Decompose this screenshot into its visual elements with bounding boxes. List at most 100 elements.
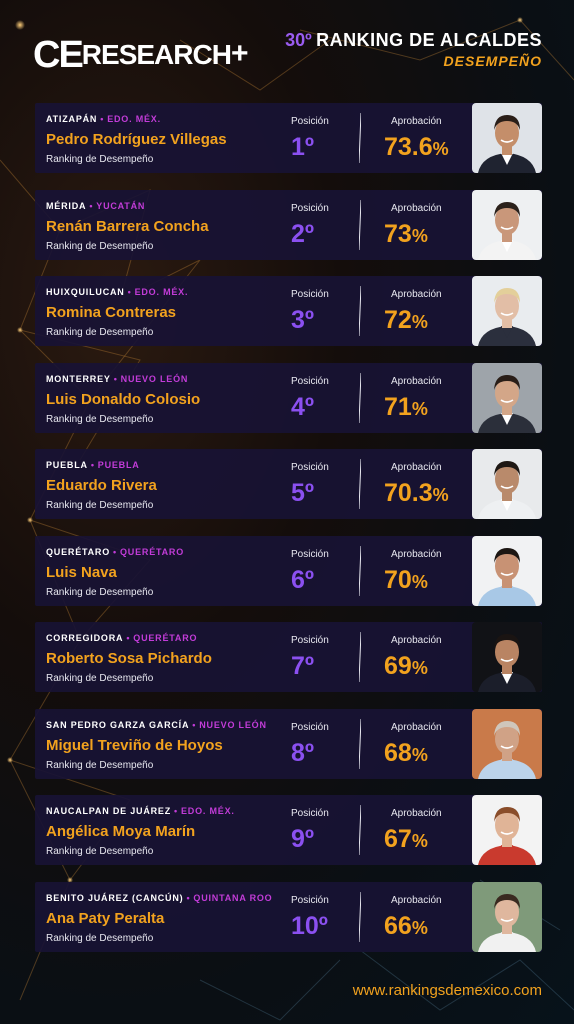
location-line: QUERÉTARO • QUERÉTARO [46, 547, 184, 557]
ranking-subtitle: Ranking de Desempeño [46, 932, 154, 944]
approval-label: Aprobación [391, 462, 442, 473]
mayor-photo [472, 795, 542, 865]
divider-line [359, 891, 361, 942]
approval-number: 73 [384, 219, 412, 248]
portrait-neck [502, 748, 512, 761]
approval-number: 70 [384, 565, 412, 594]
position-value: 7º [291, 652, 315, 680]
portrait-hair [494, 288, 520, 303]
ranking-subtitle: Ranking de Desempeño [46, 586, 154, 598]
logo-research-text: RESEARCH [81, 39, 232, 70]
city-name: ATIZAPÁN [46, 114, 98, 124]
portrait-smile [500, 312, 514, 316]
separator-dot: • [126, 633, 131, 643]
city-name: QUERÉTARO [46, 546, 111, 557]
ranking-subtitle: Ranking de Desempeño [46, 240, 154, 252]
approval-label: Aprobación [391, 116, 442, 127]
mayor-photo [472, 362, 542, 433]
portrait-smile [500, 485, 514, 489]
portrait-smile [500, 571, 514, 576]
approval-label: Aprobación [391, 635, 442, 646]
portrait-collar [501, 585, 513, 598]
state-name: NUEVO LEÓN [199, 719, 267, 730]
position-value: 8º [291, 738, 315, 767]
divider-line [359, 199, 361, 250]
divider [359, 545, 361, 596]
portrait-illustration [472, 795, 542, 865]
location-line: ATIZAPÁN • EDO. MÉX. [46, 114, 161, 124]
header: CERESEARCH+ 30º RANKING DE ALCALDES DESE… [0, 0, 574, 100]
ranking-subtitle: Ranking de Desempeño [46, 673, 154, 684]
portrait-smile [500, 831, 514, 835]
portrait-illustration [472, 708, 542, 779]
portrait-illustration [472, 535, 542, 606]
mayor-name: Renán Barrera Concha [46, 217, 209, 235]
separator-dot: • [186, 892, 191, 903]
approval-number: 73.6 [384, 133, 433, 161]
position-label: Posición [291, 808, 329, 819]
divider [359, 891, 361, 942]
approval-number: 66 [384, 911, 412, 940]
portrait-neck [502, 402, 512, 415]
portrait-neck [502, 489, 512, 501]
portrait-smile [500, 744, 514, 749]
mayor-photo [472, 449, 542, 519]
position-label: Posición [291, 116, 329, 127]
portrait-collar [501, 499, 513, 511]
city-name: PUEBLA [46, 460, 88, 470]
portrait-hair [494, 807, 520, 822]
approval-percent-sign: % [411, 831, 428, 851]
mayor-name: Angélica Moya Marín [46, 823, 196, 840]
approval-percent-sign: % [432, 485, 449, 505]
portrait-illustration [472, 622, 542, 692]
ranking-subtitle: Ranking de Desempeño [46, 154, 154, 165]
approval-value: 70% [384, 566, 428, 595]
ranking-subtitle: Ranking de Desempeño [46, 413, 154, 425]
portrait-neck [502, 229, 512, 242]
approval-label: Aprobación [391, 202, 442, 214]
location-line: BENITO JUÁREZ (CANCÚN) • QUINTANA ROO [46, 893, 273, 903]
approval-label: Aprobación [391, 375, 442, 387]
portrait-neck [502, 921, 512, 934]
ranking-card-9: NAUCALPAN DE JUÁREZ • EDO. MÉX. Angélica M… [35, 795, 542, 865]
state-name: EDO. MÉX. [181, 806, 235, 816]
portrait-smile [500, 225, 514, 230]
separator-dot: • [174, 806, 178, 816]
ranking-card-3: HUIXQUILUCAN • EDO. MÉX. Romina Contreras … [35, 276, 542, 346]
ranking-subtitle: Ranking de Desempeño [46, 500, 154, 511]
portrait-illustration [472, 189, 542, 260]
approval-label: Aprobación [391, 289, 442, 300]
state-name: PUEBLA [97, 460, 140, 470]
ranking-card-5: PUEBLA • PUEBLA Eduardo Rivera Ranking de … [35, 449, 542, 519]
ranking-subtitle: Ranking de Desempeño [46, 759, 154, 771]
portrait-illustration [472, 103, 542, 173]
location-line: PUEBLA • PUEBLA [46, 460, 140, 470]
ranking-card-10: BENITO JUÁREZ (CANCÚN) • QUINTANA ROO Ana … [35, 881, 542, 952]
ranking-card-2: MÉRIDA • YUCATÁN Renán Barrera Concha Rank… [35, 189, 542, 260]
mayor-photo [472, 708, 542, 779]
portrait-collar [501, 931, 513, 944]
mayor-name: Miguel Treviño de Hoyos [46, 736, 223, 754]
approval-percent-sign: % [411, 225, 428, 246]
separator-dot: • [113, 546, 117, 557]
ranking-subtitle: Ranking de Desempeño [46, 327, 154, 338]
divider-line [359, 632, 361, 682]
portrait-collar [501, 326, 513, 338]
approval-label: Aprobación [391, 721, 442, 733]
position-label: Posición [291, 202, 329, 214]
approval-value: 68% [384, 739, 428, 768]
divider [359, 286, 361, 336]
city-name: MÉRIDA [46, 200, 87, 211]
position-value: 10º [291, 911, 328, 940]
divider-line [359, 545, 361, 596]
state-name: QUINTANA ROO [193, 892, 273, 903]
approval-value: 66% [384, 912, 428, 941]
portrait-collar [501, 758, 513, 771]
mayor-photo [472, 103, 542, 173]
position-value: 4º [291, 392, 315, 421]
footer-url[interactable]: www.rankingsdemexico.com [352, 982, 542, 999]
separator-dot: • [89, 200, 94, 211]
location-line: SAN PEDRO GARZA GARCÍA • NUEVO LEÓN [46, 720, 267, 730]
portrait-neck [502, 662, 512, 674]
portrait-collar [501, 845, 513, 857]
